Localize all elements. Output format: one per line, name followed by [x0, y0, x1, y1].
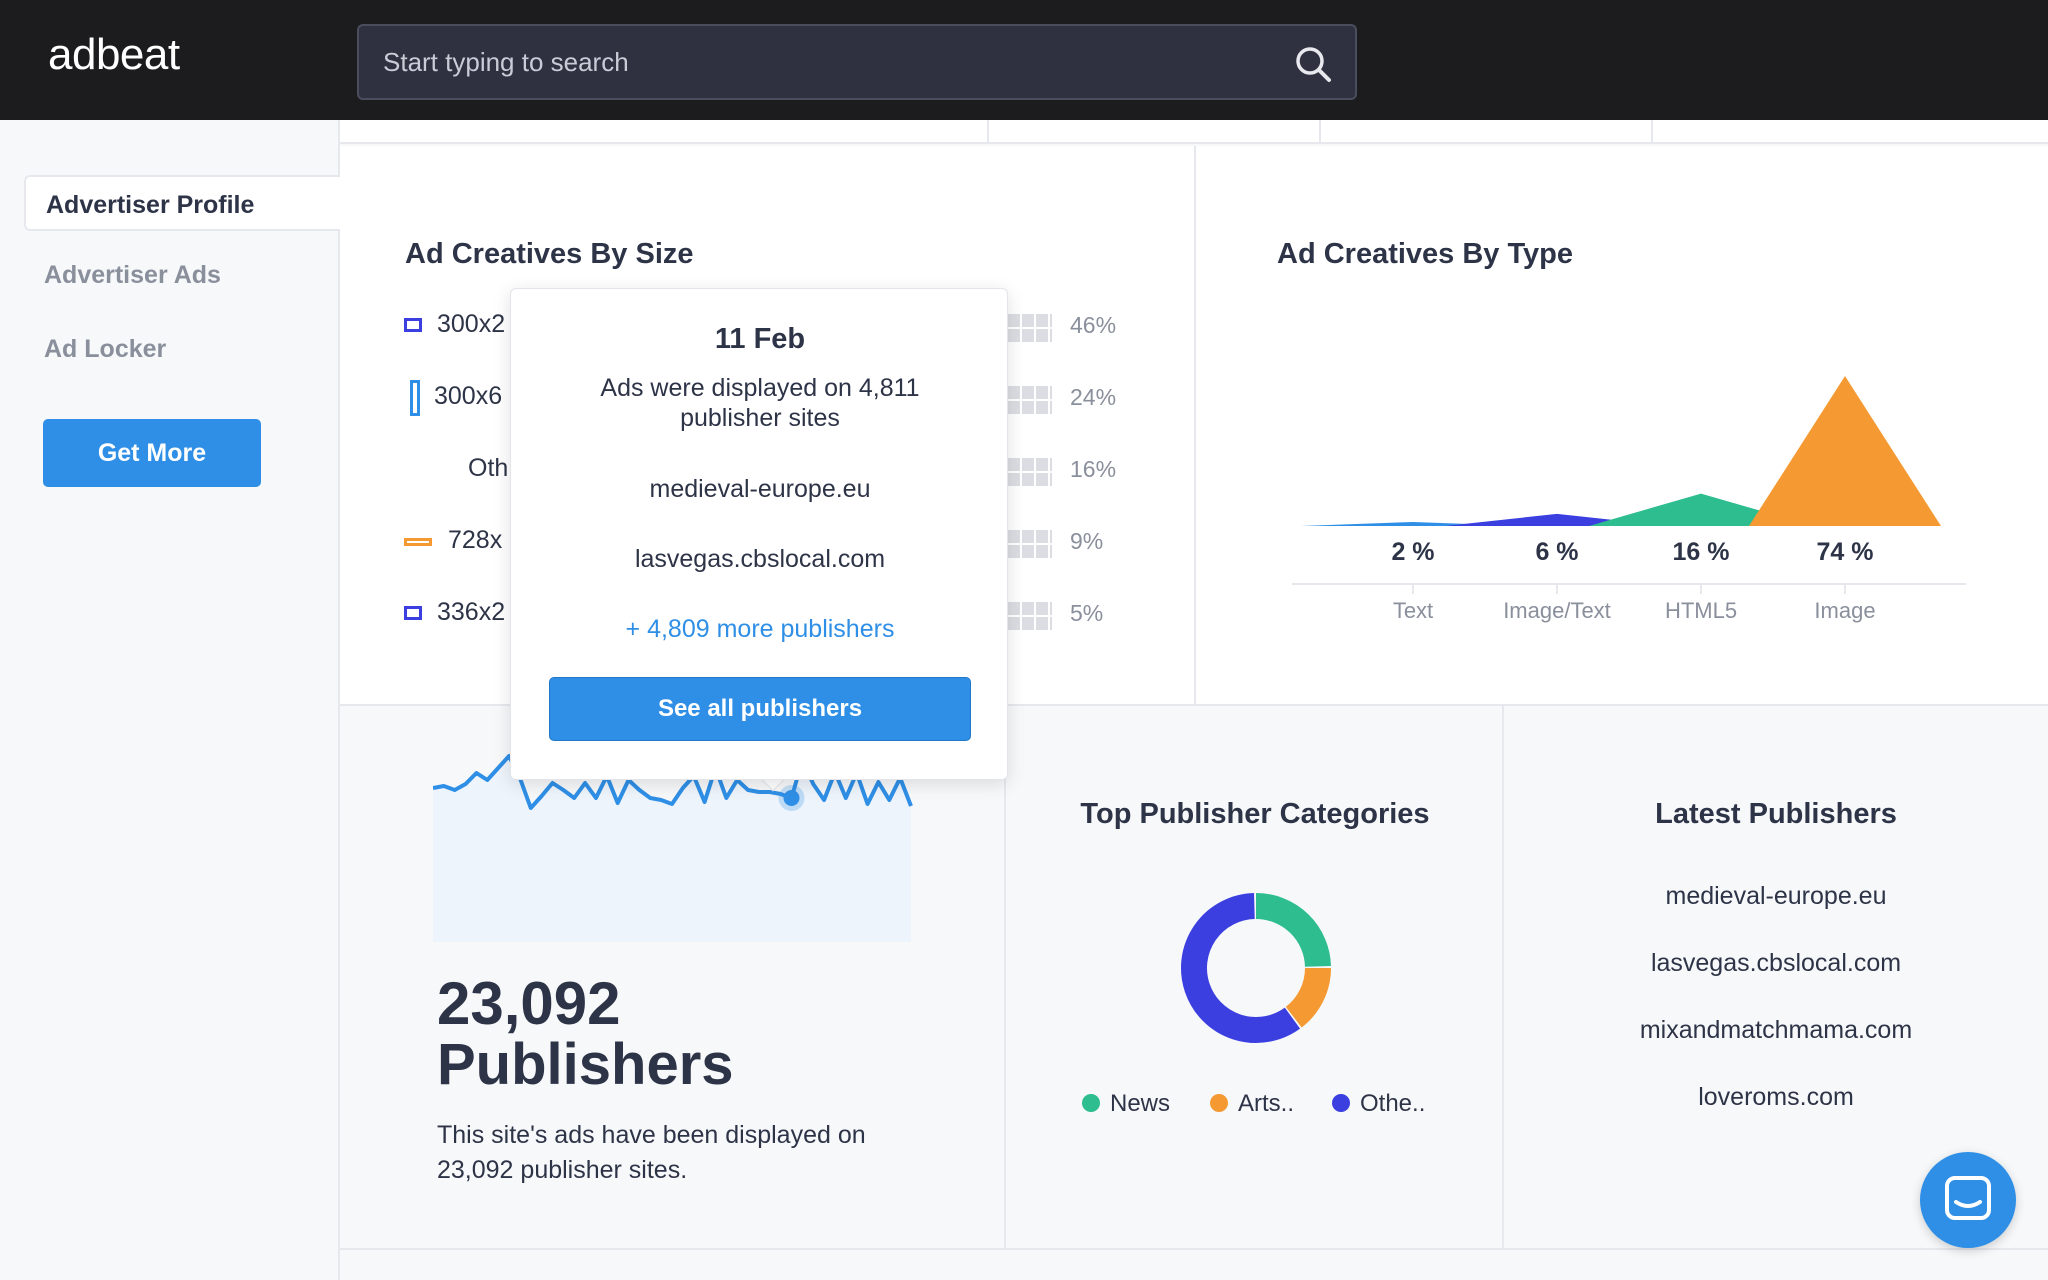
- size-percent: 5%: [1070, 600, 1104, 626]
- search-icon[interactable]: [1293, 44, 1333, 84]
- type-value-label: 6 %: [1535, 538, 1579, 566]
- tooltip-site[interactable]: lasvegas.cbslocal.com: [634, 545, 886, 573]
- legend-item-news[interactable]: News: [1082, 1090, 1170, 1122]
- ad-types-chart: [1292, 376, 1966, 594]
- size-label: 728x: [448, 526, 503, 554]
- ad-types-title: Ad Creatives By Type: [1277, 238, 1574, 270]
- legend-label: News: [1110, 1090, 1171, 1117]
- legend-item-arts[interactable]: Arts..: [1210, 1090, 1294, 1122]
- size-label: Oth: [468, 454, 509, 482]
- get-more-button[interactable]: Get More: [43, 419, 261, 487]
- top-publisher-categories-panel: Top Publisher Categories News Arts.. Oth…: [1006, 704, 1504, 1248]
- publishers-count: 23,092: [437, 970, 621, 1037]
- size-swatch: [404, 538, 432, 546]
- size-percent: 9%: [1070, 528, 1104, 554]
- size-row[interactable]: 728x 9%: [404, 522, 1134, 562]
- tooltip-date: 11 Feb: [714, 323, 806, 355]
- top-strip: [340, 120, 2048, 144]
- ad-creatives-by-type-panel: Ad Creatives By Type 2 % 6 % 16 % 74 % T…: [1196, 146, 2048, 704]
- latest-publishers-title: Latest Publishers: [1655, 798, 1897, 830]
- bottom-divider: [340, 1248, 2048, 1250]
- sidebar-item-advertiser-profile[interactable]: Advertiser Profile: [24, 175, 342, 231]
- search-box[interactable]: [357, 24, 1357, 100]
- publishers-sparkline[interactable]: [433, 728, 913, 958]
- ad-sizes-title: Ad Creatives By Size: [405, 238, 694, 270]
- sidebar-item-advertiser-ads[interactable]: Advertiser Ads: [44, 261, 221, 289]
- donut-slice-arts: [1285, 967, 1331, 1028]
- sparkline-area-fill: [433, 828, 911, 942]
- sidebar-item-ad-locker[interactable]: Ad Locker: [44, 335, 167, 363]
- chat-icon: [1945, 1176, 1991, 1220]
- tooltip-more-publishers-link[interactable]: + 4,809 more publishers: [625, 615, 895, 643]
- size-percent: 16%: [1070, 456, 1117, 482]
- type-value-label: 16 %: [1672, 538, 1730, 566]
- legend-label: Othe..: [1360, 1090, 1426, 1117]
- size-swatch: [404, 606, 422, 620]
- latest-publisher-link[interactable]: medieval-europe.eu: [1665, 882, 1887, 910]
- publishers-description: This site's ads have been displayed on 2…: [437, 1121, 866, 1184]
- type-category-label: HTML5: [1664, 598, 1738, 623]
- size-label: 300x2: [437, 310, 506, 338]
- legend-dot: [1210, 1094, 1228, 1112]
- type-category-label: Text: [1392, 598, 1434, 623]
- search-input[interactable]: [383, 26, 1283, 98]
- type-category-label: Image: [1814, 598, 1876, 623]
- latest-publisher-link[interactable]: lasvegas.cbslocal.com: [1650, 949, 1902, 977]
- legend-item-other[interactable]: Othe..: [1332, 1090, 1425, 1122]
- legend-dot: [1082, 1094, 1100, 1112]
- size-percent: 24%: [1070, 384, 1117, 410]
- sidebar: Advertiser Profile Advertiser Ads Ad Loc…: [0, 120, 342, 1280]
- categories-donut-chart[interactable]: [1176, 888, 1336, 1048]
- size-swatch: [404, 318, 422, 332]
- size-label: 336x2: [437, 598, 506, 626]
- legend-dot: [1332, 1094, 1350, 1112]
- see-all-publishers-button[interactable]: See all publishers: [549, 677, 971, 741]
- donut-slice-news: [1255, 893, 1331, 968]
- categories-title: Top Publisher Categories: [1080, 798, 1430, 830]
- type-area-image: [1749, 376, 1941, 526]
- legend-label: Arts..: [1238, 1090, 1295, 1117]
- chat-button[interactable]: [1920, 1152, 2016, 1248]
- publishers-panel: 23,092 Publishers This site's ads have b…: [340, 704, 1006, 1248]
- publishers-word: Publishers: [437, 1032, 734, 1097]
- latest-publisher-link[interactable]: mixandmatchmama.com: [1639, 1016, 1913, 1044]
- type-value-label: 2 %: [1391, 538, 1435, 566]
- type-category-label: Image/Text: [1503, 598, 1611, 623]
- top-bar: adbeat: [0, 0, 2048, 120]
- publishers-tooltip: 11 Feb Ads were displayed on 4,811 publi…: [510, 288, 1008, 780]
- latest-publisher-link[interactable]: loveroms.com: [1698, 1083, 1854, 1111]
- size-percent: 46%: [1070, 312, 1117, 338]
- donut-slice-othe: [1181, 893, 1301, 1043]
- tooltip-site[interactable]: medieval-europe.eu: [649, 475, 871, 503]
- adbeat-logo[interactable]: adbeat: [48, 30, 180, 79]
- size-label: 300x6: [434, 382, 503, 410]
- sparkline-highlight-point: [783, 790, 800, 806]
- size-swatch: [410, 380, 420, 416]
- type-value-label: 74 %: [1816, 538, 1874, 566]
- tooltip-description: Ads were displayed on 4,811 publisher si…: [600, 374, 920, 432]
